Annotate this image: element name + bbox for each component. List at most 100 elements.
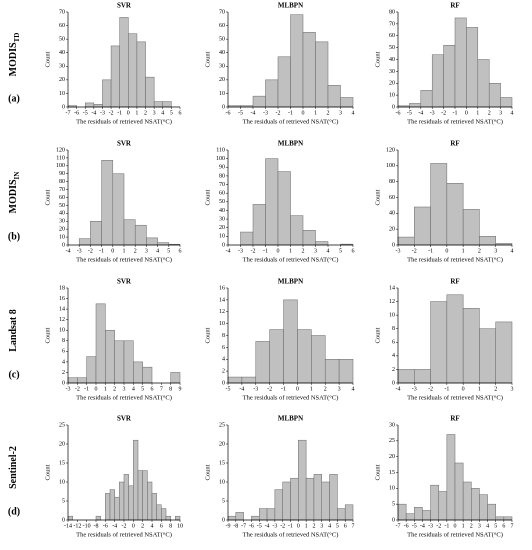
bar [430,301,448,384]
x-tick-label: -5 [238,110,243,116]
bar [151,493,157,521]
y-tick-label: 10 [219,234,225,240]
bar [119,17,129,108]
bar [430,484,439,521]
x-tick-label: -3 [430,110,435,116]
row-label-text: Sentinel-2 [8,446,19,489]
y-tick-label: 2 [392,367,395,373]
chart-title: SVR [117,2,132,10]
y-tick-label: 40 [389,211,395,217]
row-label-text: MODIS [8,179,19,213]
bar [337,508,346,521]
y-tick-label: 6 [222,345,225,351]
y-tick-label: 40 [389,57,395,63]
row-label-text: Landsat 8 [8,309,19,352]
x-tick-label: -14 [64,523,72,529]
x-tick-label: 3 [145,248,148,254]
x-tick-label: 3 [339,110,342,116]
bar [344,504,354,521]
y-tick-label: 2 [62,370,65,376]
bar [123,474,129,521]
x-tick-label: 8 [169,523,172,529]
bar [462,308,480,384]
x-tick-label: 2 [470,523,473,529]
x-tick-label: 3 [511,386,514,392]
y-tick-label: 10 [219,479,225,485]
x-tick-label: 8 [169,386,172,392]
bar [321,481,330,521]
x-tick-label: 6 [179,248,182,254]
chart-title: RF [450,140,459,148]
y-tick-label: 2 [222,369,225,375]
x-axis-label: The residuals of retrieved NSAT(°C) [76,394,172,401]
bar [112,173,125,246]
x-tick-label: -3 [263,110,268,116]
y-tick-label: 18 [59,285,65,291]
bar [487,503,496,521]
x-tick-label: -2 [412,248,417,254]
x-tick-label: 3 [314,248,317,254]
y-tick-label: 0 [222,242,225,248]
bar [290,215,304,246]
bar [405,513,415,521]
x-tick-label: 3 [478,523,481,529]
x-tick-label: -4 [420,523,425,529]
y-tick-label: 80 [59,179,65,185]
x-tick-label: 0 [127,110,130,116]
x-tick-label: 5 [339,248,342,254]
y-tick-label: 12 [389,299,395,305]
x-tick-label: 4 [151,523,154,529]
row-label-text: MODIS [8,42,19,76]
bar [105,329,115,384]
y-axis-label: Count [44,189,51,205]
y-tick-label: 10 [219,91,225,97]
bar [269,329,284,384]
bar [479,494,488,521]
x-tick-label: 2 [324,386,327,392]
x-tick-label: -1 [444,523,449,529]
x-tick-label: -4 [91,110,96,116]
y-tick-label: 10 [59,91,65,97]
y-tick-label: 8 [222,333,225,339]
bar [146,237,158,246]
x-tick-label: -1 [428,248,433,254]
bar [235,512,244,521]
x-tick-label: -1 [263,248,268,254]
bar [290,477,299,521]
bar [67,377,78,384]
y-tick-label: 0 [62,242,65,248]
y-tick-label: 20 [219,441,225,447]
bar [446,183,464,246]
chart-title: SVR [117,415,132,423]
bar [265,158,279,246]
x-tick-label: -10 [83,523,91,529]
y-tick-label: 60 [219,23,225,29]
x-tick-label: 1 [123,248,126,254]
y-tick-label: 60 [389,195,395,201]
y-tick-label: 25 [219,422,225,428]
bar [227,376,243,384]
row-label-sub: TD [13,33,21,43]
x-tick-label: 0 [302,110,305,116]
x-tick-label: -2 [267,386,272,392]
bar [315,241,329,246]
x-tick-label: 5 [141,386,144,392]
bar [446,294,464,384]
x-tick-label: 6 [502,523,505,529]
x-tick-label: 5 [167,248,170,254]
y-tick-label: 8 [62,338,65,344]
y-axis-label: Count [374,464,381,480]
y-tick-label: 80 [389,179,395,185]
bar [252,95,266,108]
row-label: Sentinel-2 [8,446,19,489]
y-tick-label: 30 [389,422,395,428]
x-tick-label: 4 [486,523,489,529]
x-tick-label: 2 [141,523,144,529]
x-tick-label: -1 [444,386,449,392]
y-tick-label: 30 [219,216,225,222]
x-tick-label: -6 [103,523,108,529]
chart-title: MLBPN [278,140,303,148]
x-tick-label: -3 [396,248,401,254]
x-tick-label: 5 [336,523,339,529]
bar [500,97,513,108]
